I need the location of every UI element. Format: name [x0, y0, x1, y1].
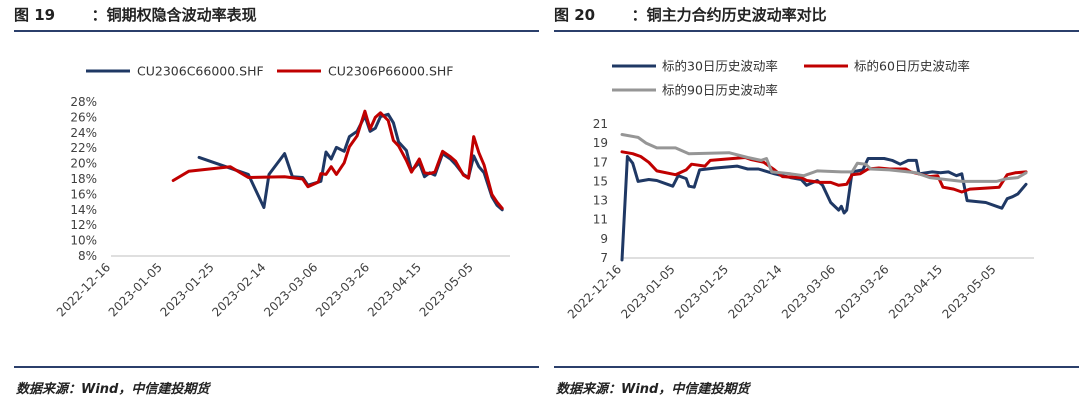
y-tick-label: 9	[600, 232, 608, 246]
x-tick-label: 2023-03-06	[261, 260, 320, 319]
y-tick-label: 14%	[70, 203, 97, 217]
legend-label-2: CU2306P66000.SHF	[328, 64, 454, 79]
y-tick-label: 26%	[70, 110, 97, 124]
x-tick-label: 2023-01-05	[618, 262, 677, 321]
x-tick-label: 2023-04-15	[365, 260, 424, 319]
x-tick-label: 2023-01-25	[158, 260, 217, 319]
x-tick-label: 2023-02-14	[725, 262, 784, 321]
figure-20-panel: 图 20 ：铜主力合约历史波动率对比 7 9 11 13 15 17 19 21 2022-12…	[554, 0, 1079, 408]
figure-20-title: 图 20 ：铜主力合约历史波动率对比	[554, 6, 827, 24]
series-line-2	[620, 150, 1028, 194]
y-tick-label: 18%	[70, 172, 97, 186]
x-tick-label: 2023-01-05	[106, 260, 165, 319]
x-tick-label: 2023-05-05	[417, 260, 476, 319]
top-rule	[14, 30, 539, 32]
legend-label-2: 标的60日历史波动率	[854, 59, 970, 74]
x-tick-label: 2022-12-16	[54, 260, 113, 319]
y-tick-label: 24%	[70, 126, 97, 140]
y-tick-label: 13	[593, 194, 608, 208]
legend-label-1: CU2306C66000.SHF	[137, 64, 264, 79]
y-tick-label: 8%	[78, 249, 97, 263]
top-rule	[554, 30, 1079, 32]
y-tick-label: 21	[593, 117, 608, 131]
y-tick-label: 15	[593, 174, 608, 188]
y-tick-label: 20%	[70, 157, 97, 171]
y-tick-label: 16%	[70, 187, 97, 201]
series-line-2	[171, 109, 504, 210]
x-tick-label: 2023-03-26	[832, 262, 891, 321]
bottom-rule	[14, 366, 539, 368]
y-tick-label: 10%	[70, 234, 97, 248]
x-tick-label: 2023-01-25	[672, 262, 731, 321]
y-tick-label: 11	[593, 213, 608, 227]
y-tick-label: 28%	[70, 95, 97, 109]
x-tick-label: 2023-03-26	[313, 260, 372, 319]
x-tick-label: 2022-12-16	[565, 262, 624, 321]
x-tick-label: 2023-05-05	[939, 262, 998, 321]
figure-20-source: 数据来源：Wind，中信建投期货	[556, 382, 750, 397]
bottom-rule	[554, 366, 1079, 368]
y-tick-label: 22%	[70, 141, 97, 155]
x-tick-label: 2023-02-14	[209, 260, 268, 319]
figure-19-title: 图 19 ：铜期权隐含波动率表现	[14, 6, 257, 24]
y-tick-label: 19	[593, 136, 608, 150]
implied-volatility-chart: 8%10% 12%14% 16%18%20% 22%24% 26%28% 2022-12-…	[54, 64, 510, 319]
historical-volatility-chart: 791113151719212022-12-162023-01-052023-0…	[565, 59, 1034, 321]
figure-19-source: 数据来源：Wind，中信建投期货	[16, 382, 210, 397]
series-line-3	[620, 133, 1028, 183]
y-tick-label: 17	[593, 155, 608, 169]
y-tick-label: 12%	[70, 218, 97, 232]
legend-label-1: 标的30日历史波动率	[662, 59, 778, 74]
series-line-1	[620, 155, 1028, 262]
x-tick-label: 2023-04-15	[886, 262, 945, 321]
y-tick-label: 7	[600, 251, 608, 265]
figure-19-panel: 图 19 ：铜期权隐含波动率表现 8% 10% 12% 14% 16% 18% 20% 22%…	[14, 0, 539, 408]
legend-label-3: 标的90日历史波动率	[662, 83, 778, 98]
x-tick-label: 2023-03-06	[779, 262, 838, 321]
